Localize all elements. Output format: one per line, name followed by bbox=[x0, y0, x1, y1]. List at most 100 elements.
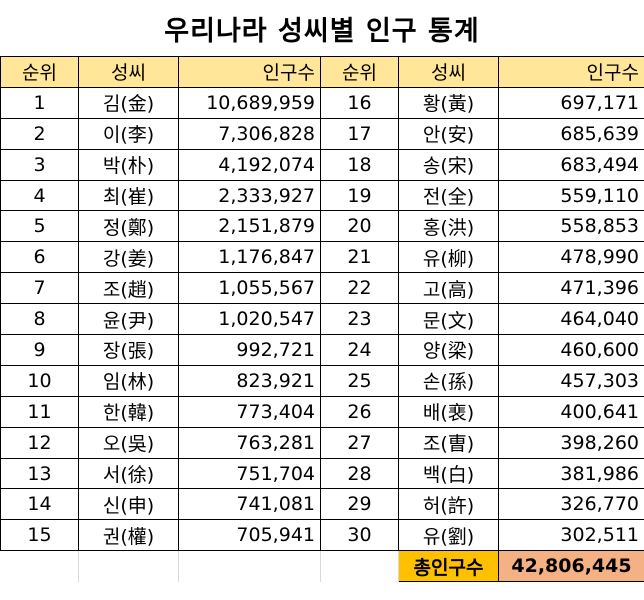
population-cell[interactable]: 10,689,959 bbox=[178, 86, 321, 119]
rank-cell[interactable]: 22 bbox=[320, 272, 399, 305]
surname-cell[interactable]: 장(張) bbox=[78, 334, 179, 366]
surname-cell[interactable]: 박(朴) bbox=[78, 148, 179, 181]
population-cell[interactable]: 400,641 bbox=[498, 395, 644, 428]
rank-cell[interactable]: 9 bbox=[0, 334, 79, 366]
population-cell[interactable]: 685,639 bbox=[498, 117, 644, 150]
rank-cell[interactable]: 12 bbox=[0, 426, 79, 459]
population-cell[interactable]: 751,704 bbox=[178, 457, 321, 490]
surname-cell[interactable]: 최(崔) bbox=[78, 179, 179, 212]
surname-cell[interactable]: 문(文) bbox=[398, 303, 499, 336]
surname-cell[interactable]: 신(申) bbox=[78, 488, 179, 521]
rank-cell[interactable]: 16 bbox=[320, 86, 399, 119]
header-rank[interactable]: 순위 bbox=[320, 56, 399, 88]
empty-cell[interactable] bbox=[0, 550, 79, 582]
population-cell[interactable]: 697,171 bbox=[498, 86, 644, 119]
surname-cell[interactable]: 양(梁) bbox=[398, 334, 499, 366]
population-cell[interactable]: 302,511 bbox=[498, 519, 644, 552]
population-cell[interactable]: 558,853 bbox=[498, 210, 644, 243]
rank-cell[interactable]: 26 bbox=[320, 395, 399, 428]
rank-cell[interactable]: 27 bbox=[320, 426, 399, 459]
surname-cell[interactable]: 허(許) bbox=[398, 488, 499, 521]
rank-cell[interactable]: 18 bbox=[320, 148, 399, 181]
rank-cell[interactable]: 17 bbox=[320, 117, 399, 150]
surname-cell[interactable]: 황(黃) bbox=[398, 86, 499, 119]
population-cell[interactable]: 381,986 bbox=[498, 457, 644, 490]
surname-cell[interactable]: 안(安) bbox=[398, 117, 499, 150]
population-cell[interactable]: 2,151,879 bbox=[178, 210, 321, 243]
surname-cell[interactable]: 유(劉) bbox=[398, 519, 499, 552]
surname-cell[interactable]: 배(裵) bbox=[398, 395, 499, 428]
rank-cell[interactable]: 11 bbox=[0, 395, 79, 428]
surname-cell[interactable]: 서(徐) bbox=[78, 457, 179, 490]
rank-cell[interactable]: 3 bbox=[0, 148, 79, 181]
empty-cell[interactable] bbox=[178, 550, 321, 582]
population-cell[interactable]: 457,303 bbox=[498, 364, 644, 397]
rank-cell[interactable]: 2 bbox=[0, 117, 79, 150]
population-cell[interactable]: 326,770 bbox=[498, 488, 644, 521]
population-cell[interactable]: 823,921 bbox=[178, 364, 321, 397]
surname-cell[interactable]: 손(孫) bbox=[398, 364, 499, 397]
population-cell[interactable]: 1,020,547 bbox=[178, 303, 321, 336]
population-cell[interactable]: 460,600 bbox=[498, 334, 644, 366]
surname-cell[interactable]: 백(白) bbox=[398, 457, 499, 490]
surname-cell[interactable]: 이(李) bbox=[78, 117, 179, 150]
header-rank[interactable]: 순위 bbox=[0, 56, 79, 88]
population-cell[interactable]: 4,192,074 bbox=[178, 148, 321, 181]
rank-cell[interactable]: 10 bbox=[0, 364, 79, 397]
population-cell[interactable]: 683,494 bbox=[498, 148, 644, 181]
rank-cell[interactable]: 29 bbox=[320, 488, 399, 521]
population-cell[interactable]: 398,260 bbox=[498, 426, 644, 459]
rank-cell[interactable]: 6 bbox=[0, 241, 79, 274]
surname-cell[interactable]: 권(權) bbox=[78, 519, 179, 552]
header-surname[interactable]: 성씨 bbox=[398, 56, 499, 88]
population-cell[interactable]: 559,110 bbox=[498, 179, 644, 212]
population-cell[interactable]: 471,396 bbox=[498, 272, 644, 305]
header-surname[interactable]: 성씨 bbox=[78, 56, 179, 88]
population-cell[interactable]: 763,281 bbox=[178, 426, 321, 459]
rank-cell[interactable]: 13 bbox=[0, 457, 79, 490]
surname-cell[interactable]: 김(金) bbox=[78, 86, 179, 119]
population-cell[interactable]: 705,941 bbox=[178, 519, 321, 552]
total-label[interactable]: 총인구수 bbox=[398, 550, 499, 583]
population-cell[interactable]: 741,081 bbox=[178, 488, 321, 521]
surname-cell[interactable]: 한(韓) bbox=[78, 395, 179, 428]
population-cell[interactable]: 992,721 bbox=[178, 334, 321, 366]
surname-cell[interactable]: 임(林) bbox=[78, 364, 179, 397]
population-cell[interactable]: 2,333,927 bbox=[178, 179, 321, 212]
rank-cell[interactable]: 28 bbox=[320, 457, 399, 490]
rank-cell[interactable]: 7 bbox=[0, 272, 79, 305]
population-cell[interactable]: 7,306,828 bbox=[178, 117, 321, 150]
population-cell[interactable]: 1,055,567 bbox=[178, 272, 321, 305]
surname-cell[interactable]: 조(趙) bbox=[78, 272, 179, 305]
empty-cell[interactable] bbox=[320, 550, 399, 582]
surname-cell[interactable]: 오(吳) bbox=[78, 426, 179, 459]
surname-cell[interactable]: 송(宋) bbox=[398, 148, 499, 181]
rank-cell[interactable]: 14 bbox=[0, 488, 79, 521]
population-cell[interactable]: 464,040 bbox=[498, 303, 644, 336]
surname-cell[interactable]: 조(曺) bbox=[398, 426, 499, 459]
surname-cell[interactable]: 정(鄭) bbox=[78, 210, 179, 243]
empty-cell[interactable] bbox=[78, 550, 179, 582]
rank-cell[interactable]: 5 bbox=[0, 210, 79, 243]
surname-cell[interactable]: 홍(洪) bbox=[398, 210, 499, 243]
rank-cell[interactable]: 15 bbox=[0, 519, 79, 552]
rank-cell[interactable]: 1 bbox=[0, 86, 79, 119]
header-population[interactable]: 인구수 bbox=[178, 56, 321, 88]
rank-cell[interactable]: 23 bbox=[320, 303, 399, 336]
population-cell[interactable]: 478,990 bbox=[498, 241, 644, 274]
population-cell[interactable]: 773,404 bbox=[178, 395, 321, 428]
rank-cell[interactable]: 8 bbox=[0, 303, 79, 336]
surname-cell[interactable]: 윤(尹) bbox=[78, 303, 179, 336]
rank-cell[interactable]: 25 bbox=[320, 364, 399, 397]
total-value[interactable]: 42,806,445 bbox=[498, 550, 644, 583]
surname-cell[interactable]: 전(全) bbox=[398, 179, 499, 212]
header-population[interactable]: 인구수 bbox=[498, 56, 644, 88]
surname-cell[interactable]: 유(柳) bbox=[398, 241, 499, 274]
surname-cell[interactable]: 강(姜) bbox=[78, 241, 179, 274]
rank-cell[interactable]: 24 bbox=[320, 334, 399, 366]
rank-cell[interactable]: 19 bbox=[320, 179, 399, 212]
surname-cell[interactable]: 고(高) bbox=[398, 272, 499, 305]
rank-cell[interactable]: 20 bbox=[320, 210, 399, 243]
rank-cell[interactable]: 30 bbox=[320, 519, 399, 552]
rank-cell[interactable]: 21 bbox=[320, 241, 399, 274]
